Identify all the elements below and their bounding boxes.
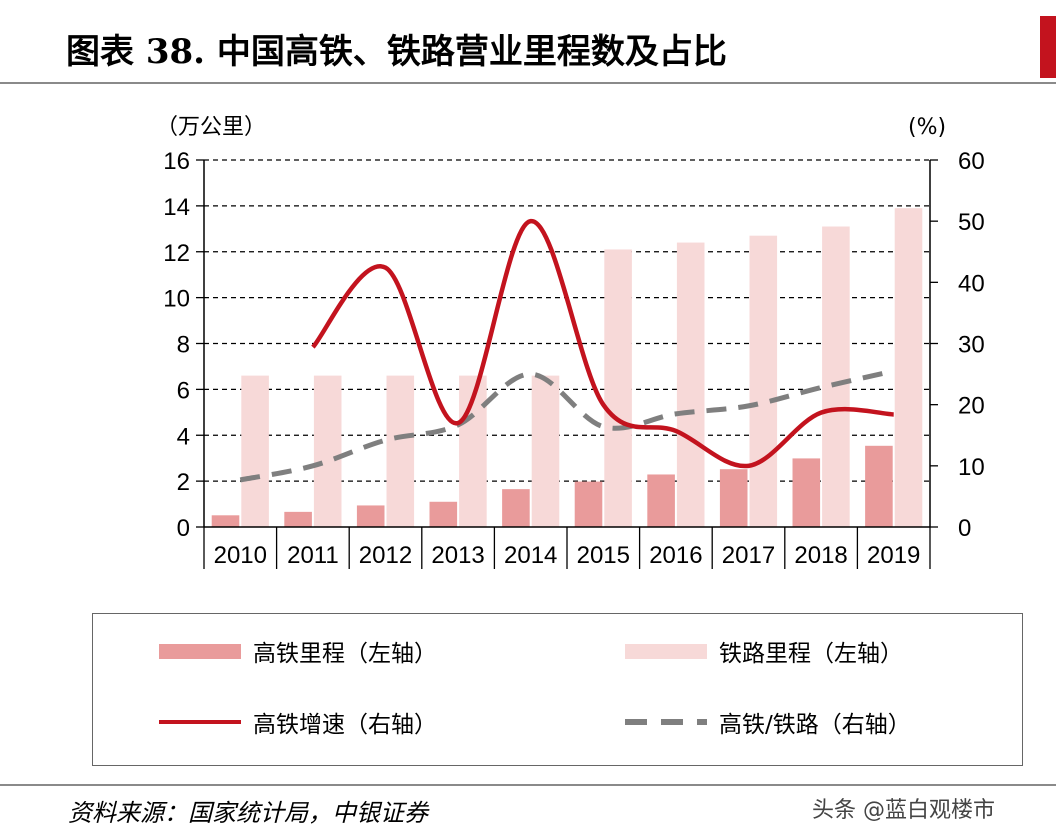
bar-rail-mileage: [531, 375, 560, 527]
line-hsr-growth: [311, 218, 894, 469]
bar-rail-mileage: [894, 208, 923, 527]
x-tick-label: 2012: [359, 542, 412, 569]
bar-rail-mileage: [313, 375, 342, 527]
y-right-tick-label: 60: [958, 148, 985, 175]
legend-label-hsr-growth: 高铁增速（右轴）: [253, 712, 437, 738]
y-left-tick-label: 0: [177, 515, 190, 542]
bar-hsr-mileage: [211, 515, 240, 527]
bar-hsr-mileage: [429, 501, 458, 527]
legend-swatch-hsr-mileage: [159, 643, 241, 659]
bar-rail-mileage: [386, 375, 415, 527]
x-tick-label: 2017: [722, 542, 775, 569]
legend-swatch-hsr-growth: [159, 720, 241, 724]
source-divider: [0, 784, 1056, 786]
x-tick-label: 2010: [214, 542, 267, 569]
bar-rail-mileage: [749, 235, 778, 527]
chart-title: 图表 38. 中国高铁、铁路营业里程数及占比: [66, 32, 727, 72]
legend-item-hsr-share: 高铁/铁路（右轴）: [625, 702, 911, 742]
watermark: 头条 @蓝白观楼市: [812, 798, 995, 823]
y-right-axis-label: (%): [908, 115, 946, 140]
x-tick-label: 2018: [794, 542, 847, 569]
legend-item-rail-mileage: 铁路里程（左轴）: [625, 631, 903, 671]
legend-swatch-hsr-share: [625, 719, 707, 725]
y-right-tick-label: 50: [958, 209, 985, 236]
legend-label-hsr-mileage: 高铁里程（左轴）: [253, 641, 437, 667]
bar-rail-mileage: [604, 249, 632, 528]
bar-hsr-mileage: [792, 458, 821, 527]
y-right-tick-label: 10: [958, 454, 985, 481]
title-accent-mark: [1040, 16, 1056, 78]
bar-hsr-mileage: [865, 445, 893, 527]
bar-rail-mileage: [676, 242, 705, 527]
y-right-tick-label: 0: [958, 515, 971, 542]
y-left-tick-label: 14: [163, 194, 190, 221]
x-tick-label: 2014: [504, 542, 557, 569]
x-tick-label: 2016: [649, 542, 702, 569]
line-hsr-share: [239, 368, 895, 483]
y-left-tick-label: 4: [177, 423, 190, 450]
y-left-tick-label: 16: [163, 148, 190, 175]
x-tick-label: 2019: [867, 542, 920, 569]
legend-label-rail-mileage: 铁路里程（左轴）: [719, 641, 903, 667]
bar-hsr-mileage: [502, 489, 530, 527]
y-left-tick-label: 6: [177, 377, 190, 404]
bar-hsr-mileage: [574, 481, 603, 527]
y-left-tick-label: 10: [163, 286, 190, 313]
chart-canvas: 2010 2011 2012 2013 2014 2015 2016 2017 2018 2019…: [156, 115, 985, 569]
bar-hsr-mileage: [284, 511, 312, 527]
bar-hsr-mileage: [719, 469, 748, 527]
y-left-tick-label: 8: [177, 332, 190, 359]
y-left-axis-label: （万公里）: [156, 115, 266, 140]
x-tick-label: 2015: [577, 542, 630, 569]
bar-rail-mileage: [822, 226, 850, 528]
legend-swatch-rail-mileage: [625, 643, 707, 659]
bar-rail-mileage: [241, 375, 269, 527]
y-left-tick-label: 2: [177, 469, 190, 496]
y-right-tick-label: 30: [958, 332, 985, 359]
legend-item-hsr-growth: 高铁增速（右轴）: [159, 702, 437, 742]
bar-hsr-mileage: [647, 474, 675, 527]
legend-label-hsr-share: 高铁/铁路（右轴）: [719, 712, 911, 738]
y-right-tick-label: 20: [958, 393, 985, 420]
bar-hsr-mileage: [356, 505, 385, 527]
title-divider: [0, 82, 1056, 84]
x-tick-label: 2011: [287, 542, 339, 569]
source-note: 资料来源：国家统计局，中银证券: [68, 799, 428, 827]
y-right-tick-label: 40: [958, 270, 985, 297]
legend-item-hsr-mileage: 高铁里程（左轴）: [159, 631, 437, 671]
legend: 高铁里程（左轴） 铁路里程（左轴） 高铁增速（右轴） 高铁/铁路（右轴）: [92, 613, 1023, 766]
x-tick-label: 2013: [431, 542, 484, 569]
y-left-tick-label: 12: [163, 240, 190, 267]
